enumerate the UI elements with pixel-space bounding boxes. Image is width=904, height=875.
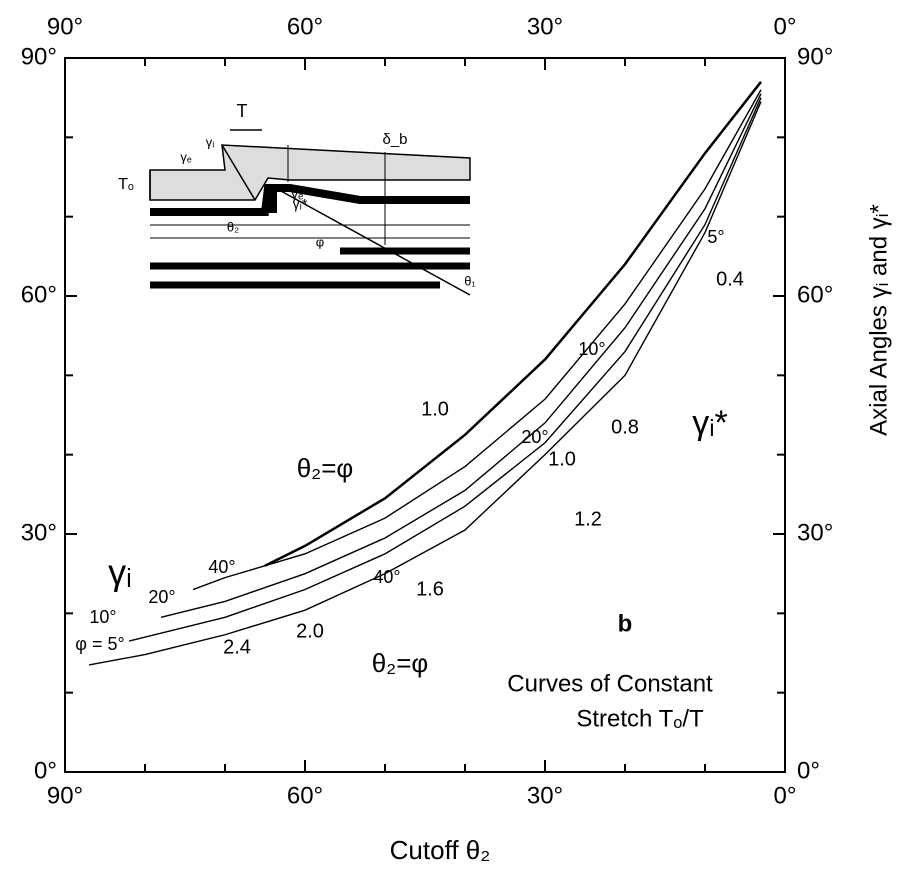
y-axis-label: Axial Angles γᵢ and γᵢ* [865, 204, 892, 436]
y-tick-label: 30° [21, 519, 57, 546]
curve [160, 93, 762, 618]
plot-frame [64, 57, 786, 773]
annotation: 1.2 [574, 508, 602, 530]
annotation: γᵢ* [692, 404, 728, 442]
y2-tick-label: 0° [797, 757, 820, 784]
annotation: Stretch Tₒ/T [576, 705, 704, 732]
inset-label: δ_b [382, 131, 407, 148]
inset-label: θ₂ [227, 219, 239, 234]
annotation: 0.4 [716, 268, 744, 290]
annotation: 2.0 [296, 620, 324, 642]
annotation: 10° [578, 339, 605, 359]
inset-label: Tₒ [118, 176, 134, 193]
annotation: 1.6 [416, 578, 444, 600]
annotation: 20° [521, 427, 548, 447]
y2-tick-label: 30° [797, 519, 833, 546]
x-tick-label: 30° [527, 782, 563, 809]
x-tick-label: 90° [47, 782, 83, 809]
x-top-tick-label: 60° [287, 13, 323, 40]
annotation: γᵢ [108, 552, 132, 593]
y-tick-label: 60° [21, 281, 57, 308]
series-label: φ = 5° [75, 634, 124, 654]
annotation: Curves of Constant [507, 670, 713, 697]
curve [192, 89, 762, 591]
inset-diagram [149, 129, 471, 296]
inset-label: θ₁ [464, 273, 476, 288]
inset-label: φ [316, 234, 324, 249]
annotation: 1.0 [548, 448, 576, 470]
y-tick-label: 90° [21, 43, 57, 70]
y2-tick-label: 90° [797, 43, 833, 70]
series-label: θ₂=φ [297, 453, 354, 483]
annotation: 0.8 [611, 416, 639, 438]
annotation: b [618, 610, 633, 637]
series-label: 20° [148, 587, 175, 607]
inset-label: γₑ* [291, 186, 309, 202]
x-top-tick-label: 30° [527, 13, 563, 40]
curve [264, 81, 762, 567]
x-tick-label: 0° [774, 782, 797, 809]
x-axis-label: Cutoff θ₂ [390, 835, 491, 865]
inset-label: γᵢ [206, 134, 215, 149]
inset-label: T [237, 101, 248, 121]
series-label: 10° [89, 607, 116, 627]
annotation: 5° [707, 227, 724, 247]
series-label: 40° [208, 557, 235, 577]
x-top-tick-label: 90° [47, 13, 83, 40]
curve [88, 101, 762, 666]
annotation: θ₂=φ [372, 648, 429, 678]
y2-tick-label: 60° [797, 281, 833, 308]
annotation: 40° [373, 567, 400, 587]
y-tick-label: 0° [34, 757, 57, 784]
annotation: 2.4 [223, 636, 251, 658]
inset-label: γₑ [180, 149, 192, 164]
inset-label: γᵢ* [293, 196, 308, 212]
x-tick-label: 60° [287, 782, 323, 809]
annotation: 1.0 [421, 398, 449, 420]
x-top-tick-label: 0° [774, 13, 797, 40]
curve [128, 97, 762, 642]
